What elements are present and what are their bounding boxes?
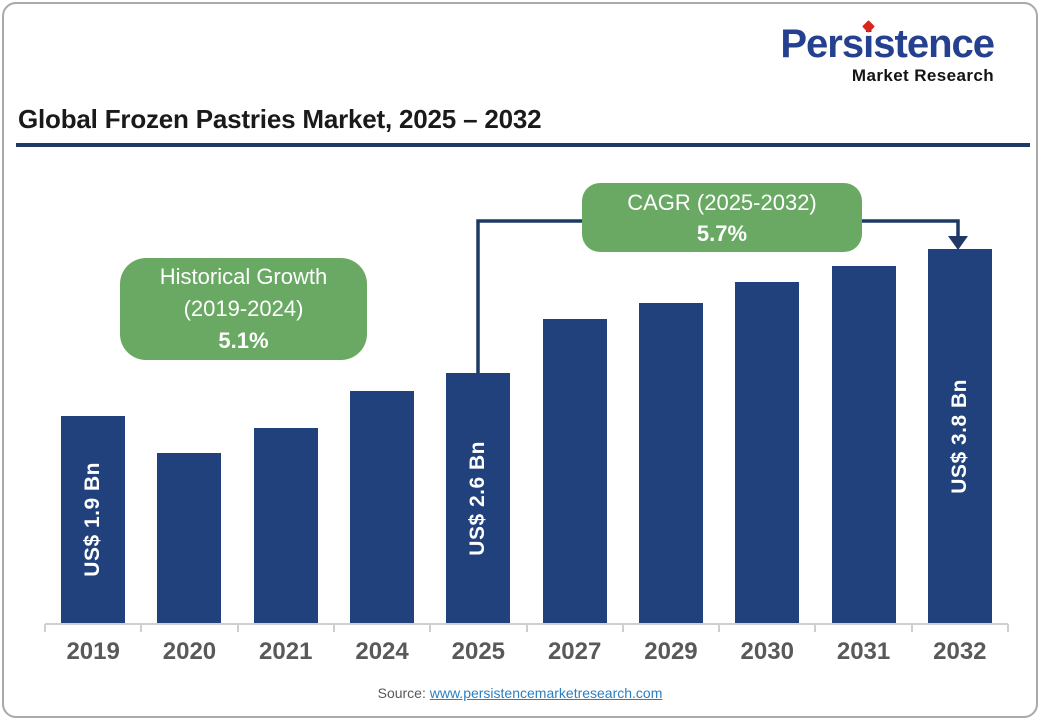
- axis-tick: [44, 624, 46, 632]
- cagr-callout: CAGR (2025-2032) 5.7%: [582, 183, 862, 252]
- bar-2025: US$ 2.6 Bn: [446, 373, 511, 623]
- axis-label-2024: 2024: [355, 638, 409, 665]
- bar-value-label-2032: US$ 3.8 Bn: [947, 378, 971, 494]
- logo-wordmark: Persistence: [780, 22, 995, 66]
- bar-value-label-2019: US$ 1.9 Bn: [81, 462, 105, 577]
- axis-label-2029: 2029: [644, 638, 698, 665]
- axis-tick: [140, 624, 143, 632]
- source-link[interactable]: www.persistencemarketresearch.com: [429, 685, 663, 701]
- axis-tick: [236, 624, 239, 632]
- axis-label-2021: 2021: [259, 638, 313, 665]
- bar-2019: US$ 1.9 Bn: [61, 416, 126, 623]
- axis-tick: [718, 624, 721, 632]
- historical-growth-line2: (2019-2024): [183, 296, 304, 321]
- historical-growth-value: 5.1%: [218, 328, 269, 353]
- arrow-down-icon: [948, 236, 968, 250]
- persistence-market-research-logo: Persistence Market Research: [780, 22, 995, 86]
- axis-tick: [525, 624, 528, 632]
- axis-label-2031: 2031: [836, 638, 891, 665]
- logo-part1: Pers: [780, 22, 864, 66]
- cagr-line1: CAGR (2025-2032): [627, 189, 817, 215]
- axis-tick: [1007, 624, 1009, 632]
- axis-label-2019: 2019: [66, 638, 120, 665]
- source-line: Source: www.persistencemarketresearch.co…: [0, 685, 1040, 701]
- bar-value-label-2025: US$ 2.6 Bn: [466, 440, 490, 556]
- logo-accent-letter: i: [863, 22, 874, 66]
- title-underline: [16, 143, 1030, 147]
- bar-2020: [157, 453, 222, 623]
- axis-tick: [910, 624, 913, 632]
- axis-tick: [429, 624, 432, 632]
- axis-tick: [332, 624, 335, 632]
- axis-tick: [621, 624, 624, 632]
- bar-2031: [831, 266, 896, 623]
- bar-2024: [350, 391, 415, 623]
- cagr-value: 5.7%: [696, 220, 748, 246]
- bar-2032: US$ 3.8 Bn: [927, 249, 992, 623]
- axis-label-2020: 2020: [162, 638, 217, 665]
- historical-growth-line1: Historical Growth: [159, 264, 328, 289]
- axis-tick: [814, 624, 817, 632]
- bar-2029: [638, 303, 703, 623]
- bar-2030: [735, 282, 800, 623]
- axis-label-2032: 2032: [933, 638, 987, 665]
- axis-label-2025: 2025: [451, 638, 506, 665]
- source-prefix: Source:: [377, 685, 426, 701]
- logo-tagline: Market Research: [851, 66, 994, 85]
- axis-label-2030: 2030: [740, 638, 794, 665]
- historical-growth-callout: Historical Growth (2019-2024) 5.1%: [120, 258, 367, 360]
- logo-part2: stence: [873, 22, 995, 66]
- page-title: Global Frozen Pastries Market, 2025 – 20…: [18, 104, 542, 134]
- axis-label-2027: 2027: [547, 638, 602, 665]
- bar-2027: [542, 319, 607, 623]
- bar-2021: [253, 428, 318, 623]
